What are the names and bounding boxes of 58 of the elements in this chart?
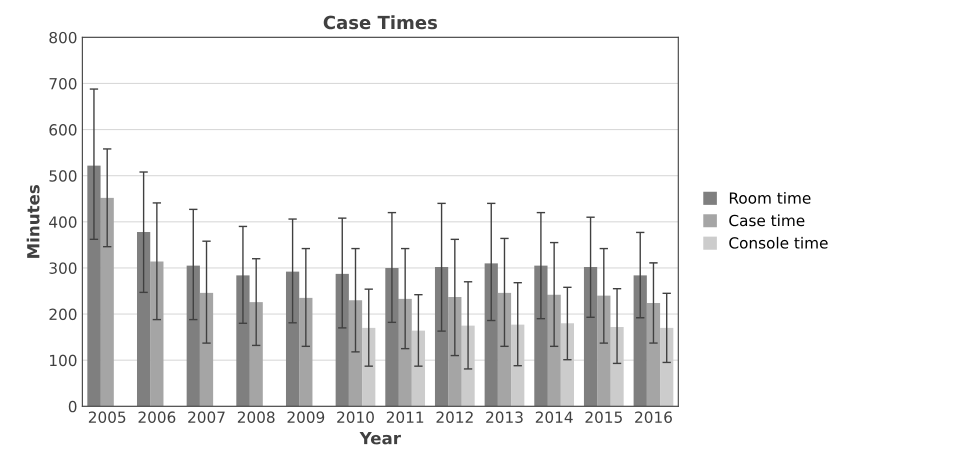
bar <box>610 326 624 406</box>
bar <box>660 328 674 406</box>
bar <box>186 266 200 406</box>
y-tick-label: 400 <box>49 216 76 228</box>
y-tick-label: 0 <box>68 400 76 412</box>
x-tick-label: 2007 <box>188 411 225 423</box>
bar <box>560 323 574 406</box>
y-tick-label: 700 <box>50 78 76 90</box>
bar <box>461 326 475 406</box>
bar <box>200 292 214 406</box>
bar <box>646 302 660 406</box>
bar <box>236 275 250 406</box>
bar <box>434 267 448 406</box>
y-tick-label: 300 <box>50 262 76 274</box>
bar <box>136 232 150 406</box>
bar <box>548 294 561 406</box>
bar <box>412 330 426 406</box>
bar <box>584 267 598 406</box>
bar <box>498 292 512 406</box>
bar <box>100 198 114 406</box>
chart-title: Case Times <box>324 15 437 30</box>
bar <box>385 268 399 406</box>
bar <box>286 272 300 406</box>
bar <box>634 275 647 406</box>
y-tick-label: 200 <box>49 308 76 320</box>
bar <box>250 302 263 406</box>
x-tick-label: 2005 <box>88 411 126 423</box>
x-tick-label: 2016 <box>635 411 672 423</box>
x-tick-label: 2008 <box>238 411 275 423</box>
bar <box>484 263 498 406</box>
bar <box>398 298 412 406</box>
bar <box>534 266 548 406</box>
bar <box>87 166 101 406</box>
y-axis-title: Minutes <box>26 185 40 258</box>
y-tick-label: 100 <box>50 354 76 366</box>
legend-label: Case time <box>729 214 804 226</box>
x-tick-label: 2010 <box>337 411 374 423</box>
bar <box>348 300 362 406</box>
bar <box>597 296 610 406</box>
bar <box>336 274 349 406</box>
bar <box>511 324 524 406</box>
x-axis-title: Year <box>360 432 401 444</box>
legend-label: Room time <box>730 192 810 204</box>
x-tick-label: 2015 <box>585 411 622 423</box>
bar <box>299 298 312 406</box>
bar <box>362 328 376 406</box>
x-tick-label: 2006 <box>138 411 176 423</box>
y-tick-label: 500 <box>50 170 76 182</box>
x-tick-label: 2011 <box>386 411 424 423</box>
bar <box>150 261 164 406</box>
legend-label: Console time <box>729 236 828 249</box>
x-tick-label: 2012 <box>436 411 473 423</box>
x-tick-label: 2013 <box>486 411 523 423</box>
bar <box>448 296 462 406</box>
y-tick-label: 600 <box>49 124 76 136</box>
y-tick-label: 800 <box>49 32 76 44</box>
x-tick-label: 2009 <box>288 411 324 423</box>
x-tick-label: 2014 <box>536 411 573 423</box>
